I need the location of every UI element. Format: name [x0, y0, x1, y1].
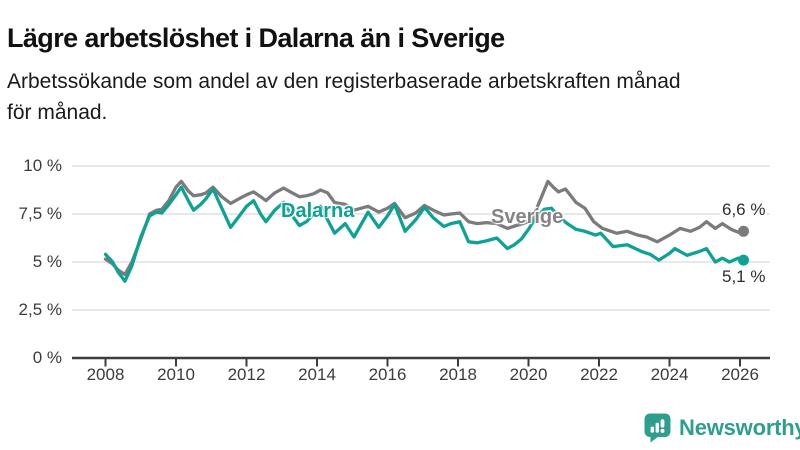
- page-title: Lägre arbetslöshet i Dalarna än i Sverig…: [7, 23, 505, 54]
- series-line-dalarna: [103, 185, 746, 283]
- newsworthy-logo: Newsworthy: [643, 412, 800, 443]
- x-axis-tick-label: 2022: [580, 365, 618, 384]
- x-axis-tick-label: 2016: [368, 365, 407, 384]
- x-axis-tick-label: 2026: [721, 365, 759, 384]
- series-label-dalarna: Dalarna: [281, 200, 355, 222]
- subtitle-line-2: för månad.: [7, 101, 108, 124]
- x-axis-tick-label: 2024: [650, 365, 689, 384]
- bar-chart-speech-bubble-icon: [644, 413, 671, 443]
- y-axis-tick-label: 7,5 %: [18, 204, 62, 223]
- y-axis-tick-label: 0 %: [32, 348, 62, 367]
- line-chart: 10 % 7,5 % 5 % 2,5 % 0 % 2008 2010 2012 2014 201…: [0, 140, 800, 405]
- y-axis-tick-label: 2,5 %: [18, 300, 62, 319]
- y-axis-tick-label: 10 %: [23, 156, 62, 175]
- series-end-dot-sverige: [738, 225, 749, 237]
- x-axis-tick-label: 2020: [509, 365, 548, 384]
- chart-subtitle: Arbetssökande som andel av den registerb…: [7, 66, 681, 128]
- x-axis-tick-label: 2012: [227, 365, 266, 384]
- end-value-label-dalarna: 5,1 %: [720, 267, 768, 287]
- series-end-dot-dalarna: [738, 254, 749, 266]
- end-value-label-sverige: 6,6 %: [720, 200, 768, 220]
- subtitle-line-1: Arbetssökande som andel av den registerb…: [7, 70, 681, 93]
- series-line-sverige: [103, 179, 746, 277]
- logo-text: Newsworthy: [679, 414, 800, 440]
- series-label-sverige: Sverige: [491, 206, 564, 228]
- x-axis-tick-label: 2010: [157, 365, 195, 384]
- chart-plot-area: [72, 165, 770, 367]
- y-axis-tick-label: 5 %: [32, 252, 62, 271]
- x-axis-tick-label: 2014: [298, 365, 336, 384]
- x-axis-tick-label: 2018: [439, 365, 477, 384]
- x-axis-tick-label: 2008: [86, 365, 125, 384]
